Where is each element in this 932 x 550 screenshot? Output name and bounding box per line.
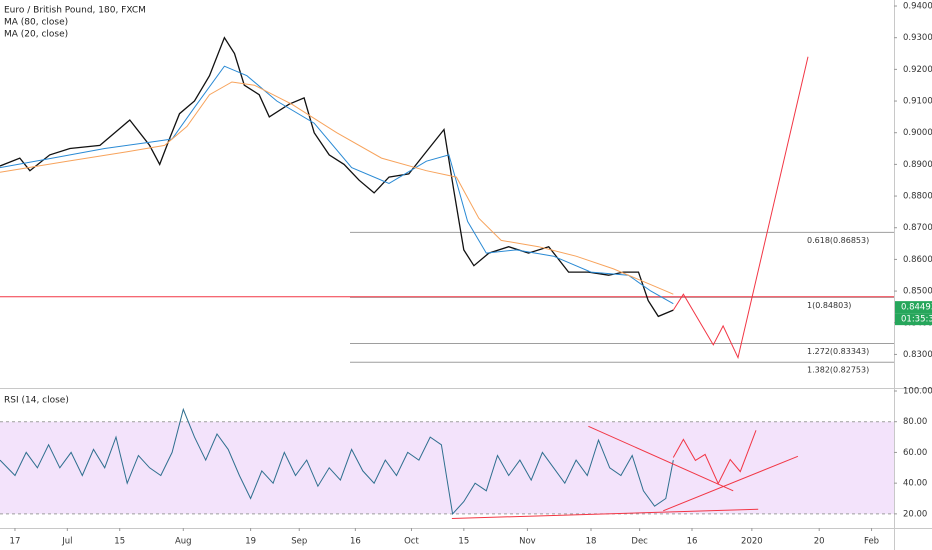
chart-title: Euro / British Pound, 180, FXCM: [4, 6, 146, 16]
series-line: [0, 65, 674, 305]
x-tick-label: 20: [814, 537, 825, 547]
y-tick-label: 100.00: [903, 386, 932, 396]
x-tick-label: Aug: [175, 537, 192, 547]
series-line: [672, 56, 809, 360]
x-tick-label: Nov: [519, 537, 536, 547]
series-line: [588, 425, 734, 492]
series-line: [0, 407, 674, 516]
fib-label: 1(0.84803): [807, 301, 851, 310]
x-tick-label: Feb: [864, 537, 879, 547]
series-line: [663, 455, 799, 512]
legend-entry: MA (20, close): [4, 30, 68, 40]
rsi-band: [0, 421, 894, 514]
x-tick-label: 15: [114, 537, 125, 547]
y-tick-label: 20.00: [903, 509, 927, 519]
x-tick-label: 17: [10, 537, 21, 547]
x-tick-label: Oct: [404, 537, 419, 547]
series-line: [0, 36, 674, 318]
last-price-label: 0.84493: [901, 303, 932, 313]
x-tick-label: 18: [586, 537, 597, 547]
last-price-box: [895, 301, 932, 314]
fib-label: 1.382(0.82753): [807, 366, 869, 375]
x-tick-label: Sep: [291, 537, 307, 547]
countdown-box: [895, 313, 932, 326]
x-tick-label: 16: [350, 537, 361, 547]
series-line: [0, 81, 674, 295]
y-tick-label: 40.00: [903, 479, 927, 489]
series-line: [451, 508, 759, 519]
x-tick-label: Dec: [631, 537, 648, 547]
fib-label: 1.272(0.83343): [807, 347, 869, 356]
x-tick-label: Jul: [61, 537, 72, 547]
y-tick-label: 80.00: [903, 417, 927, 427]
series-line: [672, 430, 757, 485]
x-tick-label: 19: [245, 537, 256, 547]
legend-entry: MA (80, close): [4, 18, 68, 28]
x-tick-label: 2020: [741, 537, 763, 547]
fib-label: 0.618(0.86853): [807, 236, 869, 245]
y-tick-label: 60.00: [903, 448, 927, 458]
countdown-label: 01:35:37: [901, 315, 932, 325]
x-tick-label: 15: [458, 537, 469, 547]
pane-title: RSI (14, close): [4, 396, 69, 406]
x-tick-label: 16: [687, 537, 698, 547]
